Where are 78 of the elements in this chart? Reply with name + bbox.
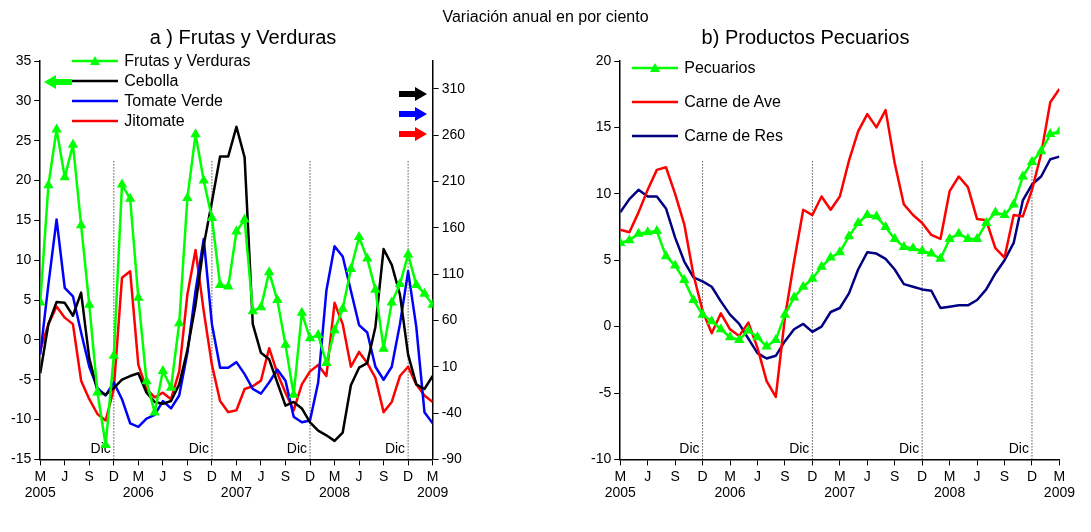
y-tick-label: 20 [15,171,32,188]
legend-label: Cebolla [124,72,179,90]
ref-line-label: Dic [679,440,700,457]
x-tick-label: D [1026,467,1038,484]
x-tick-label: D [304,467,316,484]
ref-line-label: Dic [286,440,308,457]
x-tick-label: M 2006 [122,467,155,501]
y-tick-label: 15 [15,211,32,228]
x-tick-label: M 2005 [604,467,637,501]
x-tick-label: S [84,467,94,484]
x-tick-label: J [257,467,265,484]
ref-line-label: Dic [898,440,920,457]
legend-label: Carne de Ave [684,93,781,111]
x-tick-label: D [108,467,119,484]
y2-tick-label: 160 [441,218,466,235]
x-tick-label: D [697,467,708,484]
y-tick-label: 30 [15,91,32,108]
x-tick-label: D [403,467,414,484]
y-tick-label: 25 [15,131,32,148]
x-tick-label: J [863,467,871,484]
y-tick-label: 15 [595,118,612,135]
ref-line-label: Dic [1008,440,1029,457]
y-tick-label: -5 [598,383,612,400]
x-tick-label: D [807,467,818,484]
x-tick-label: S [378,467,389,484]
x-tick-label: M 2006 [714,467,746,501]
y-tick-label: -10 [11,410,32,427]
y-tick-label: -5 [18,370,32,387]
ref-line-label: Dic [188,440,209,457]
x-tick-label: S [780,467,790,484]
y2-tick-label: 310 [441,79,466,96]
x-tick-label: S [890,467,900,484]
y-tick-label: 20 [595,51,612,68]
legend-label: Frutas y Verduras [124,52,251,70]
x-tick-label: M 2007 [824,467,856,501]
x-tick-label: J [973,467,981,484]
x-tick-label: D [917,467,928,484]
x-tick-label: D [206,467,217,484]
y2-tick-label: 60 [441,311,458,328]
y2-tick-label: -40 [441,403,463,420]
y-tick-label: 10 [15,251,32,268]
x-tick-label: M 2007 [220,467,253,501]
legend-label: Pecuarios [684,59,756,77]
x-tick-label: M 2005 [24,467,57,501]
x-tick-label: M 2008 [934,467,966,501]
x-tick-label: J [753,467,761,484]
x-tick-label: S [280,467,291,484]
y2-tick-label: 260 [441,125,466,142]
chart-subtitle: a ) Frutas y Verduras [148,26,338,49]
x-tick-label: M 2008 [318,467,351,501]
legend-label: Jitomate [124,112,185,130]
y-tick-label: 0 [23,330,32,347]
x-tick-label: J [159,467,167,484]
x-tick-label: S [999,467,1010,484]
y-tick-label: -10 [591,450,612,467]
text: Variación anual en por ciento [441,8,650,26]
y-tick-label: 5 [603,251,612,268]
x-tick-label: J [355,467,363,484]
y-tick-label: 5 [23,290,32,307]
y2-tick-label: -90 [441,450,463,467]
ref-line-label: Dic [789,440,810,457]
x-tick-label: M 2009 [417,467,449,501]
y2-tick-label: 110 [441,264,465,281]
y2-tick-label: 210 [441,172,466,189]
x-tick-label: M 2009 [1043,467,1076,501]
chart-subtitle: b) Productos Pecuarios [700,26,911,49]
x-tick-label: J [61,467,69,484]
y2-tick-label: 10 [441,357,458,374]
x-tick-label: S [670,467,680,484]
legend-label: Carne de Res [684,127,783,145]
y-tick-label: -15 [11,450,32,467]
y-tick-label: 10 [595,184,612,201]
y-tick-label: 0 [603,317,612,334]
ref-line-label: Dic [384,440,406,457]
x-tick-label: J [644,467,652,484]
legend-label: Tomate Verde [124,92,223,110]
y-tick-label: 35 [15,51,32,68]
x-tick-label: S [182,467,193,484]
